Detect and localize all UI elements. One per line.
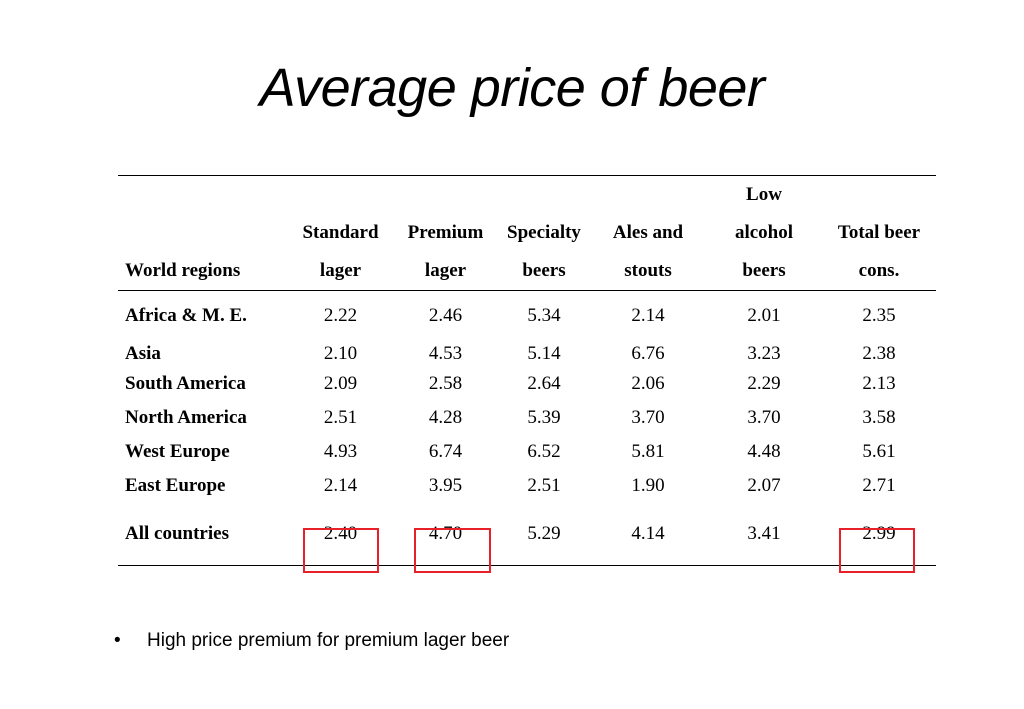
column-header-line: beers xyxy=(522,260,566,281)
price-cell: 5.34 xyxy=(527,304,561,326)
price-cell: 5.61 xyxy=(862,441,896,462)
price-cell: 4.14 xyxy=(631,523,665,544)
price-cell: 3.41 xyxy=(747,523,781,544)
price-cell: 4.93 xyxy=(323,441,358,462)
price-cell: 4.28 xyxy=(428,407,463,428)
slide-title: Average price of beer xyxy=(259,58,765,118)
column-header-line: stouts xyxy=(624,260,672,281)
highlight-box-total-beer-cons xyxy=(839,528,915,573)
column-header-line: Low xyxy=(746,184,782,205)
column-header-ales-and-stouts: Ales and stouts xyxy=(590,176,706,291)
price-cell: 5.14 xyxy=(527,343,561,364)
price-cell: 2.38 xyxy=(862,343,896,364)
column-header-low-alcohol-beers: Low alcohol beers xyxy=(706,176,822,291)
price-cell: 2.35 xyxy=(862,304,896,326)
highlight-box-premium-lager xyxy=(414,528,491,573)
price-cell: 4.48 xyxy=(747,441,781,462)
table-body: Africa & M. E. 2.22 2.46 5.34 2.14 2.01 2.35 As… xyxy=(118,291,936,566)
table-row: Africa & M. E. 2.22 2.46 5.34 2.14 2.01 2.35 xyxy=(118,291,936,341)
price-cell: 2.22 xyxy=(323,304,358,326)
price-cell: 4.53 xyxy=(428,343,463,364)
column-header-premium-lager: Premium lager xyxy=(393,176,498,291)
column-header-line: lager xyxy=(424,260,467,281)
price-cell: 3.58 xyxy=(862,407,896,428)
region-cell: All countries xyxy=(125,523,229,544)
price-cell: 2.01 xyxy=(747,304,781,326)
price-cell: 6.76 xyxy=(631,343,665,364)
table-row: West Europe 4.93 6.74 6.52 5.81 4.48 5.61 xyxy=(118,435,936,469)
price-table: World regions Standard lager Premium lager Sp… xyxy=(118,175,936,566)
price-cell: 2.29 xyxy=(747,373,781,394)
price-cell: 2.06 xyxy=(631,373,665,394)
price-cell: 1.90 xyxy=(631,475,665,496)
column-header-specialty-beers: Specialty beers xyxy=(498,176,590,291)
column-header-line: Premium xyxy=(407,222,484,243)
column-header-line: Specialty xyxy=(507,222,581,243)
table-row: South America 2.09 2.58 2.64 2.06 2.29 2.13 xyxy=(118,367,936,401)
column-header-line: alcohol xyxy=(734,222,794,243)
region-cell: West Europe xyxy=(125,441,230,462)
price-cell: 2.58 xyxy=(428,373,463,394)
column-header-line: lager xyxy=(319,260,362,281)
price-cell: 2.51 xyxy=(323,407,358,428)
price-cell: 6.52 xyxy=(527,441,561,462)
table-row: Asia 2.10 4.53 5.14 6.76 3.23 2.38 xyxy=(118,340,936,367)
price-cell: 2.51 xyxy=(527,475,561,496)
price-cell: 3.70 xyxy=(631,407,665,428)
table-header-row: World regions Standard lager Premium lager Sp… xyxy=(118,175,936,291)
column-header-standard-lager: Standard lager xyxy=(288,176,393,291)
price-cell: 2.10 xyxy=(323,343,358,364)
price-cell: 3.95 xyxy=(428,475,463,496)
price-cell: 3.70 xyxy=(747,407,781,428)
price-table-container: World regions Standard lager Premium lager Sp… xyxy=(118,175,936,566)
price-cell: 5.39 xyxy=(527,407,561,428)
bullet-marker: • xyxy=(114,630,121,651)
price-cell: 2.14 xyxy=(631,304,665,326)
column-header-line: Ales and xyxy=(612,222,684,243)
price-cell: 5.29 xyxy=(527,523,561,544)
price-cell: 2.09 xyxy=(323,373,358,394)
region-cell: East Europe xyxy=(125,475,226,496)
price-cell: 5.81 xyxy=(631,441,665,462)
column-header-line: Standard xyxy=(302,222,379,243)
table-row: East Europe 2.14 3.95 2.51 1.90 2.07 2.71 xyxy=(118,469,936,503)
column-header-line: Total beer xyxy=(837,222,921,243)
region-cell: Africa & M. E. xyxy=(125,304,247,326)
table-row: North America 2.51 4.28 5.39 3.70 3.70 3.58 xyxy=(118,401,936,435)
region-cell: North America xyxy=(125,407,247,428)
price-cell: 6.74 xyxy=(428,441,463,462)
bullet-text: High price premium for premium lager bee… xyxy=(147,630,510,651)
column-header-total-beer-cons: Total beer cons. xyxy=(822,176,936,291)
price-cell: 2.46 xyxy=(428,304,463,326)
region-cell: Asia xyxy=(125,343,161,364)
region-cell: South America xyxy=(125,373,246,394)
price-cell: 2.13 xyxy=(862,373,896,394)
column-header-line: beers xyxy=(742,260,786,281)
column-header-line: cons. xyxy=(858,260,900,281)
column-header-world-regions: World regions xyxy=(118,176,288,291)
price-cell: 2.71 xyxy=(862,475,896,496)
price-cell: 2.14 xyxy=(323,475,358,496)
highlight-box-standard-lager xyxy=(303,528,379,573)
price-cell: 2.07 xyxy=(747,475,781,496)
bullet-point: • High price premium for premium lager be… xyxy=(114,629,509,653)
price-cell: 2.64 xyxy=(527,373,561,394)
table-row: All countries 2.40 4.70 5.29 4.14 3.41 2.99 xyxy=(118,503,936,566)
column-header-line: World regions xyxy=(125,260,241,281)
price-cell: 3.23 xyxy=(747,343,781,364)
